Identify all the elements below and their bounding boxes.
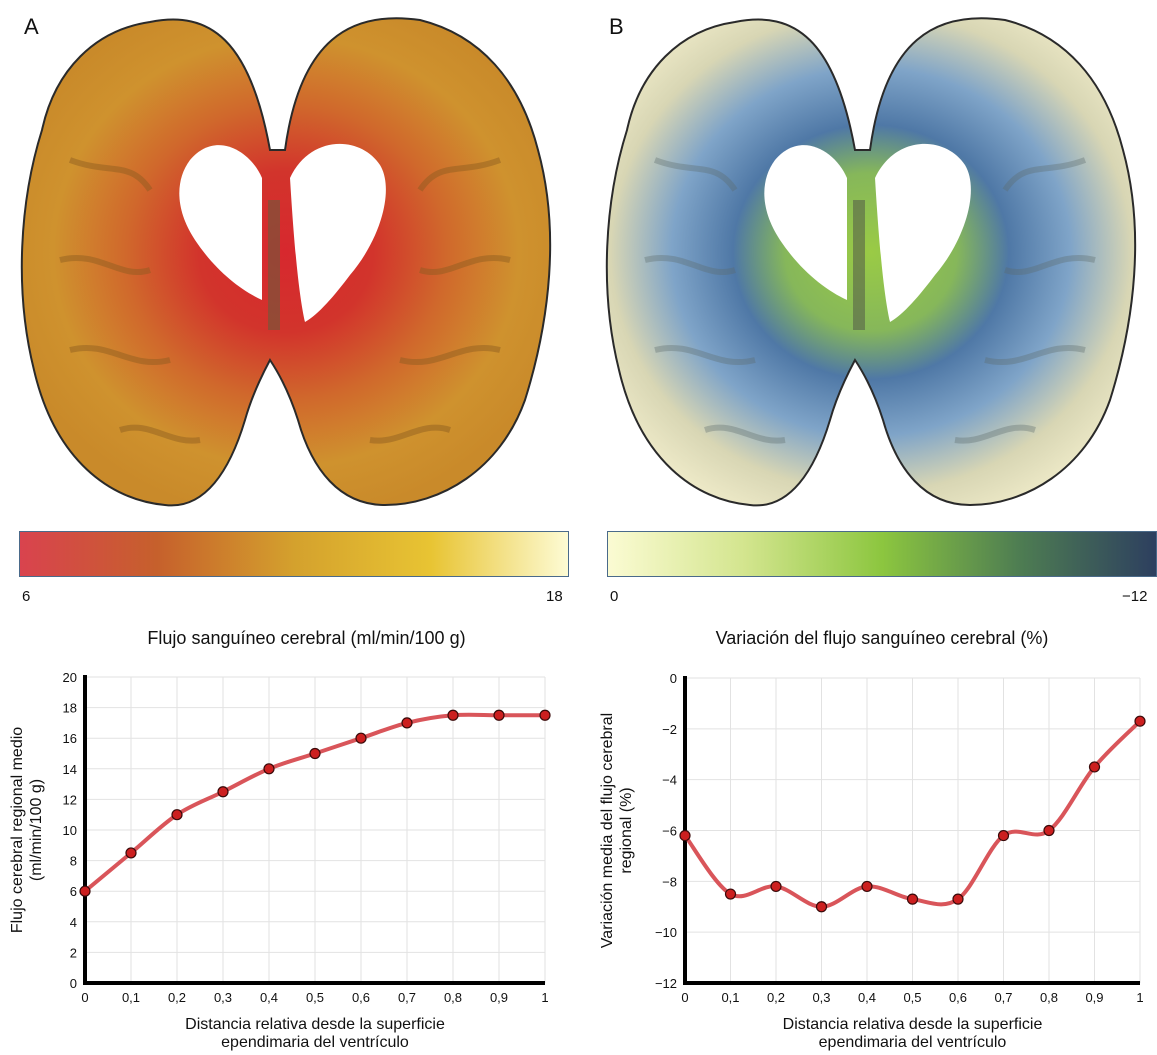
y-tick-label: 14 — [63, 762, 77, 777]
x-tick-label: 0,6 — [949, 990, 967, 1005]
data-point — [171, 809, 183, 821]
x-tick-label: 0,3 — [214, 990, 232, 1005]
x-tick-label: 1 — [1136, 990, 1143, 1005]
x-tick-label: 0,9 — [490, 990, 508, 1005]
data-point — [815, 901, 828, 913]
x-tick-label: 0,1 — [122, 990, 140, 1005]
x-tick-label: 0,4 — [858, 990, 876, 1005]
x-tick-label: 0,3 — [812, 990, 830, 1005]
colorbar-b-max-label: −12 — [1122, 588, 1148, 605]
data-point — [724, 888, 737, 900]
colorbar-a — [19, 531, 569, 577]
data-point — [217, 786, 229, 798]
line-chart-a: 0 0,1 0,2 0,3 0,4 0,5 0,6 0,7 0,8 0,9 102468101214… — [9, 670, 551, 1051]
data-point — [79, 885, 91, 897]
y-tick-label: −2 — [662, 722, 677, 737]
y-tick-label: −10 — [655, 925, 677, 940]
data-point — [539, 709, 551, 721]
y-tick-label: 2 — [70, 945, 77, 960]
data-point — [309, 747, 321, 760]
y-tick-label: −4 — [662, 773, 677, 788]
data-point — [770, 880, 782, 893]
colorbar-b — [607, 531, 1157, 577]
x-tick-label: 0 — [681, 990, 688, 1005]
x-tick-label: 0,1 — [721, 990, 739, 1005]
data-point — [861, 880, 873, 893]
x-tick-label: 0,5 — [903, 990, 921, 1005]
y-tick-label: −8 — [662, 874, 677, 889]
y-tick-label: 20 — [63, 670, 77, 685]
y-tick-label: 6 — [70, 884, 77, 899]
x-tick-label: 0,9 — [1085, 990, 1103, 1005]
data-point — [263, 763, 275, 775]
y-tick-label: 12 — [63, 792, 77, 807]
data-point — [447, 709, 459, 721]
y-axis-label: Variación media del flujo cerebral — [599, 713, 616, 948]
brain-illustration-b — [605, 17, 1137, 507]
x-axis-label: ependimaria del ventrículo — [221, 1034, 409, 1051]
panel-b-letter: B — [609, 14, 624, 39]
x-tick-label: 0,7 — [398, 990, 416, 1005]
y-tick-label: 0 — [670, 671, 677, 686]
y-tick-label: 18 — [63, 701, 77, 716]
x-axis-label: Distancia relativa desde la superficie — [783, 1016, 1043, 1033]
data-point — [952, 893, 964, 905]
x-tick-label: 0,2 — [767, 990, 785, 1005]
brain-illustration-a — [20, 17, 552, 507]
x-axis-label: ependimaria del ventrículo — [819, 1034, 1007, 1051]
colorbar-b-min-label: 0 — [610, 588, 619, 605]
y-tick-label: −12 — [655, 976, 677, 991]
y-axis-label: regional (%) — [618, 787, 635, 873]
x-tick-label: 0,8 — [444, 990, 462, 1005]
line-chart-b: 0 0,1 0,2 0,3 0,4 0,5 0,6 0,7 0,8 0,9 1 0 −2 −4 −6 −8 −1… — [599, 671, 1146, 1051]
colorbar-a-min-label: 6 — [22, 588, 31, 605]
x-tick-label: 0,6 — [352, 990, 370, 1005]
colorbar-a-title: Flujo sanguíneo cerebral (ml/min/100 g) — [147, 628, 466, 648]
y-tick-label: 0 — [70, 976, 77, 991]
data-point — [125, 847, 137, 859]
data-point — [401, 717, 413, 729]
data-point — [355, 732, 367, 744]
y-tick-label: −6 — [662, 824, 677, 839]
data-point — [997, 829, 1010, 842]
x-axis-label: Distancia relativa desde la superficie — [185, 1016, 445, 1033]
x-tick-label: 0,7 — [994, 990, 1012, 1005]
data-point — [493, 709, 505, 721]
colorbar-b-title: Variación del flujo sanguíneo cerebral (… — [715, 628, 1049, 648]
data-point — [906, 893, 919, 905]
y-axis-label: (ml/min/100 g) — [28, 779, 45, 881]
data-point — [1134, 715, 1146, 727]
panel-a-letter: A — [24, 14, 39, 39]
y-tick-label: 8 — [70, 854, 77, 869]
x-tick-label: 0 — [81, 990, 88, 1005]
data-point — [679, 829, 691, 842]
y-axis-label: Flujo cerebral regional medio — [9, 727, 26, 933]
x-tick-label: 0,8 — [1040, 990, 1058, 1005]
y-tick-label: 4 — [70, 915, 77, 930]
data-point — [1043, 824, 1055, 837]
x-tick-label: 0,4 — [260, 990, 278, 1005]
y-tick-label: 16 — [63, 731, 77, 746]
x-tick-label: 0,5 — [306, 990, 324, 1005]
data-point — [1088, 761, 1101, 773]
x-tick-label: 0,2 — [168, 990, 186, 1005]
y-tick-label: 10 — [63, 823, 77, 838]
colorbar-a-max-label: 18 — [546, 588, 563, 605]
x-tick-label: 1 — [541, 990, 548, 1005]
